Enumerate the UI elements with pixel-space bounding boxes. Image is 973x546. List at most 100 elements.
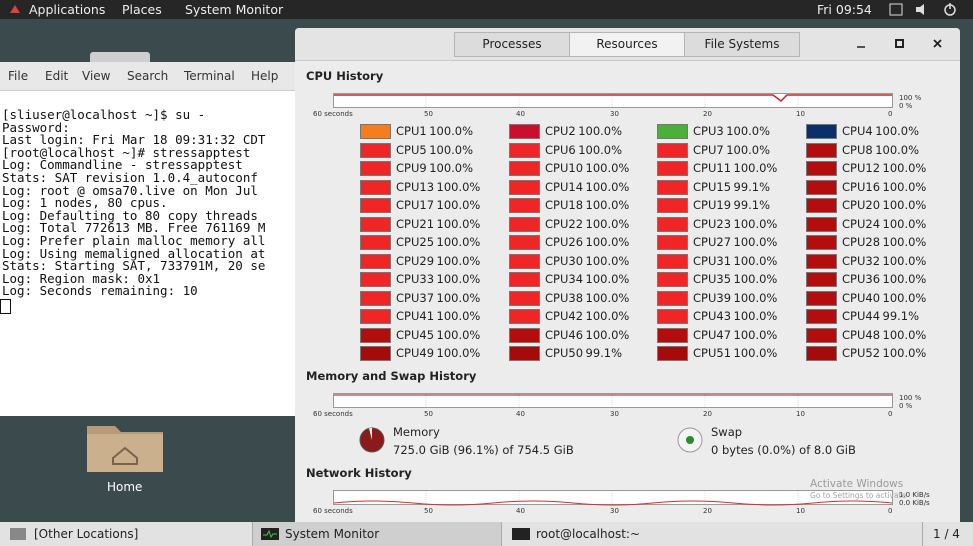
taskbar-label[interactable]: root@localhost:~ xyxy=(536,527,641,541)
cpu-color-swatch[interactable] xyxy=(360,216,391,232)
menu-applications[interactable]: Applications xyxy=(29,2,106,17)
cpu-usage: 100.0% xyxy=(882,346,927,360)
cpu-name: CPU18 xyxy=(545,198,584,212)
cpu-usage: 100.0% xyxy=(733,216,778,231)
cpu-name: CPU1 xyxy=(396,124,427,138)
cpu-color-swatch[interactable] xyxy=(509,290,540,306)
window-controls[interactable] xyxy=(850,36,950,52)
cpu-color-swatch[interactable] xyxy=(806,216,837,232)
tab[interactable]: Resources xyxy=(569,32,685,57)
cpu-color-swatch[interactable] xyxy=(360,235,391,250)
cpu-color-swatch[interactable] xyxy=(806,198,837,213)
status-icons[interactable] xyxy=(888,2,968,17)
cpu-color-swatch[interactable] xyxy=(509,253,540,269)
cpu-color-swatch[interactable] xyxy=(657,309,688,324)
terminal-menu-item[interactable]: Search xyxy=(127,69,169,83)
cpu-color-swatch[interactable] xyxy=(509,161,540,176)
taskbar-item[interactable]: root@localhost:~ xyxy=(502,522,923,546)
cpu-name: CPU12 xyxy=(842,161,881,175)
workspace-pager[interactable]: 1 / 4 xyxy=(923,522,973,546)
terminal-menu-item[interactable]: Help xyxy=(251,69,279,83)
axis-label: 40 xyxy=(516,410,525,418)
taskbar-item[interactable]: System Monitor xyxy=(253,522,502,546)
cpu-color-swatch[interactable] xyxy=(657,161,688,176)
cpu-color-swatch[interactable] xyxy=(657,235,688,250)
home-folder-icon[interactable] xyxy=(85,418,165,474)
cpu-color-swatch[interactable] xyxy=(360,327,391,343)
cpu-color-swatch[interactable] xyxy=(806,309,837,324)
cpu-color-swatch[interactable] xyxy=(806,290,837,306)
cpu-color-swatch[interactable] xyxy=(509,327,540,343)
cpu-color-swatch[interactable] xyxy=(509,235,540,250)
cpu-color-swatch[interactable] xyxy=(509,142,540,158)
watermark-subtitle: Go to Settings to activate xyxy=(810,491,907,500)
cpu-color-swatch[interactable] xyxy=(360,346,391,361)
cpu-usage: 100.0% xyxy=(436,253,481,268)
cpu-name: CPU49 xyxy=(396,346,435,360)
terminal-menu-item[interactable]: Edit xyxy=(45,69,69,83)
cpu-color-swatch[interactable] xyxy=(806,179,837,195)
axis-label: 20 xyxy=(703,507,712,515)
cpu-color-swatch[interactable] xyxy=(806,161,837,176)
cpu-name: CPU24 xyxy=(842,216,881,231)
cpu-color-swatch[interactable] xyxy=(509,309,540,324)
terminal-menu-item[interactable]: View xyxy=(82,69,111,83)
cpu-color-swatch[interactable] xyxy=(657,346,688,361)
taskbar-label[interactable]: System Monitor xyxy=(285,527,380,541)
cpu-color-swatch[interactable] xyxy=(806,142,837,158)
cpu-color-swatch[interactable] xyxy=(806,253,837,269)
cpu-color-swatch[interactable] xyxy=(806,346,837,361)
cpu-color-swatch[interactable] xyxy=(509,124,540,139)
cpu-color-swatch[interactable] xyxy=(806,124,837,139)
cpu-color-swatch[interactable] xyxy=(806,235,837,250)
cpu-color-swatch[interactable] xyxy=(360,142,391,158)
tab[interactable]: Processes xyxy=(454,32,570,57)
terminal-menu-item[interactable]: Terminal xyxy=(184,69,235,83)
terminal-line: Log: Using memaligned allocation at xyxy=(2,245,266,261)
memory-pie[interactable] xyxy=(358,426,388,456)
cpu-color-swatch[interactable] xyxy=(509,198,540,213)
clock[interactable]: Fri 09:54 xyxy=(817,2,872,17)
menu-app[interactable]: System Monitor xyxy=(185,2,284,17)
cpu-color-swatch[interactable] xyxy=(657,142,688,158)
cpu-name: CPU41 xyxy=(396,309,435,323)
cpu-name: CPU26 xyxy=(545,235,584,249)
tab[interactable]: File Systems xyxy=(684,32,800,57)
terminal-menu-item[interactable]: File xyxy=(8,69,29,83)
cpu-color-swatch[interactable] xyxy=(806,272,837,287)
cpu-color-swatch[interactable] xyxy=(509,179,540,195)
swap-pie[interactable] xyxy=(676,426,706,456)
cpu-color-swatch[interactable] xyxy=(360,161,391,176)
axis-label: 0 xyxy=(888,507,893,515)
cpu-color-swatch[interactable] xyxy=(657,216,688,232)
pager-label[interactable]: 1 / 4 xyxy=(933,527,960,541)
home-label[interactable]: Home xyxy=(107,480,143,494)
cpu-color-swatch[interactable] xyxy=(657,179,688,195)
cpu-usage: 100.0% xyxy=(882,235,927,249)
cpu-name: CPU51 xyxy=(693,346,732,360)
cpu-color-swatch[interactable] xyxy=(657,290,688,306)
cpu-color-swatch[interactable] xyxy=(360,198,391,213)
scale-max: 100 % xyxy=(899,94,922,102)
cpu-color-swatch[interactable] xyxy=(509,272,540,287)
cpu-color-swatch[interactable] xyxy=(657,198,688,213)
axis-label: 60 seconds xyxy=(313,410,353,418)
cpu-color-swatch[interactable] xyxy=(657,253,688,269)
menu-places[interactable]: Places xyxy=(122,2,162,17)
cpu-color-swatch[interactable] xyxy=(360,272,391,287)
taskbar-item[interactable]: [Other Locations] xyxy=(0,522,253,546)
cpu-color-swatch[interactable] xyxy=(360,309,391,324)
cpu-usage: 100.0% xyxy=(733,161,778,175)
cpu-color-swatch[interactable] xyxy=(360,179,391,195)
cpu-color-swatch[interactable] xyxy=(360,290,391,306)
cpu-color-swatch[interactable] xyxy=(806,327,837,343)
cpu-color-swatch[interactable] xyxy=(509,216,540,232)
cpu-color-swatch[interactable] xyxy=(657,124,688,139)
history-graph xyxy=(333,393,893,408)
cpu-color-swatch[interactable] xyxy=(360,253,391,269)
cpu-color-swatch[interactable] xyxy=(657,272,688,287)
cpu-color-swatch[interactable] xyxy=(657,327,688,343)
cpu-color-swatch[interactable] xyxy=(509,346,540,361)
cpu-color-swatch[interactable] xyxy=(360,124,391,139)
taskbar-label[interactable]: [Other Locations] xyxy=(34,527,139,541)
